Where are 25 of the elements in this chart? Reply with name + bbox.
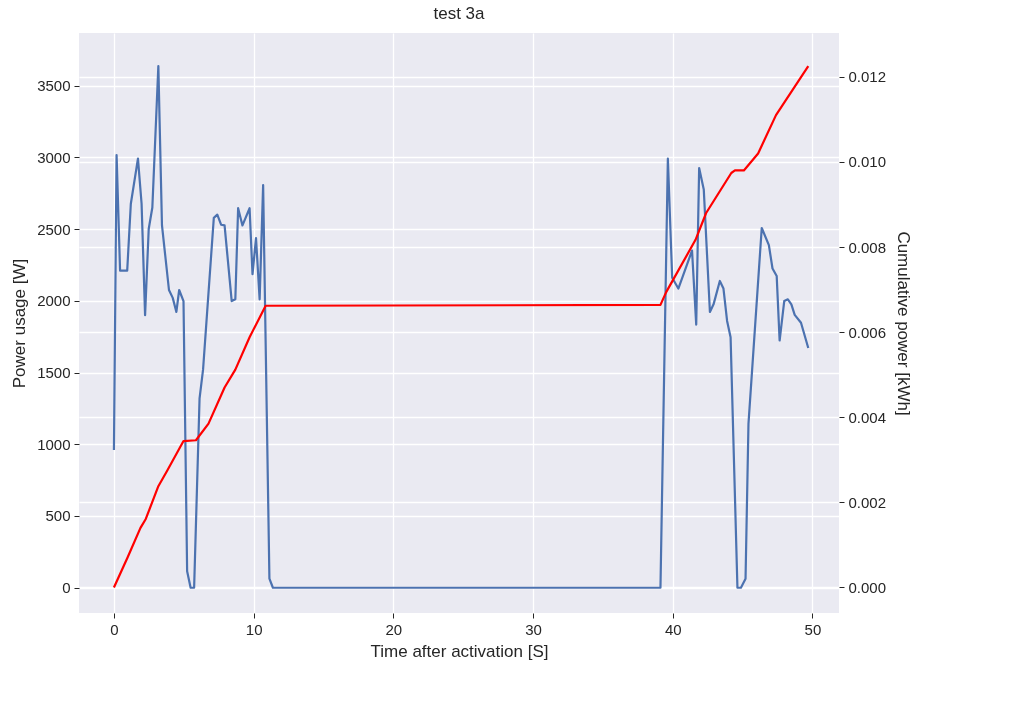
- y-tick-label: 1500: [37, 364, 71, 382]
- y2-axis-title: Cumulative power [kWh]: [894, 231, 914, 416]
- y-tick-label: 3500: [37, 77, 71, 95]
- y2-tick-label: 0.004: [848, 408, 887, 426]
- y-axis-title: Power usage [W]: [10, 258, 30, 389]
- x-axis-title: Time after activation [S]: [370, 641, 549, 661]
- y-tick-label: 2000: [37, 292, 71, 310]
- x-tick-label: 0: [110, 620, 119, 638]
- y-tick-label: 1000: [37, 435, 71, 453]
- y-tick-label: 500: [45, 507, 71, 525]
- x-tick-label: 20: [385, 620, 403, 638]
- y2-tick-label: 0.002: [848, 493, 887, 511]
- y2-tick-label: 0.000: [848, 578, 887, 596]
- y2-tick-label: 0.010: [848, 153, 887, 171]
- y-tick-label: 2500: [37, 220, 71, 238]
- x-tick-label: 50: [804, 620, 822, 638]
- y-tick-label: 0: [62, 579, 71, 597]
- x-tick-label: 40: [664, 620, 682, 638]
- x-tick-label: 10: [245, 620, 263, 638]
- chart-title: test 3a: [433, 4, 486, 23]
- x-tick-label: 30: [525, 620, 542, 638]
- y2-tick-label: 0.006: [848, 323, 887, 341]
- y2-tick-label: 0.008: [848, 238, 887, 256]
- y-tick-label: 3000: [37, 148, 71, 166]
- y2-tick-label: 0.012: [848, 68, 887, 86]
